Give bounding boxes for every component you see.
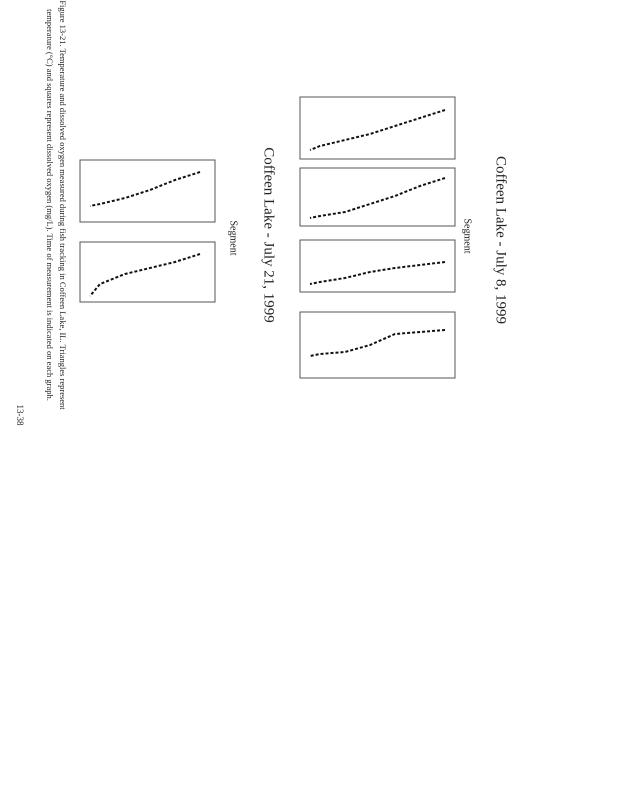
caption-line: Figure 13-21. Temperature and dissolved … (58, 0, 68, 410)
profile-line (309, 177, 446, 219)
axis-label: Segment (227, 220, 239, 256)
chart-frame (299, 311, 456, 379)
page-number: 13-38 (15, 404, 25, 426)
profile-line (89, 253, 201, 297)
profile-line (89, 171, 201, 207)
profile-line (309, 109, 446, 151)
caption-line: temperature (°C) and squares represent d… (45, 9, 55, 401)
chart-frame (299, 96, 456, 160)
profile-line (309, 261, 446, 285)
chart-frame (79, 159, 216, 223)
chart-frame (299, 167, 456, 227)
chart-frame (79, 241, 216, 303)
chart-frame (299, 239, 456, 293)
figure-title: Coffeen Lake - July 8, 1999 (492, 155, 509, 325)
figure-title: Coffeen Lake - July 21, 1999 (260, 147, 277, 323)
axis-label: Segment (461, 218, 473, 254)
profile-line (309, 329, 446, 357)
